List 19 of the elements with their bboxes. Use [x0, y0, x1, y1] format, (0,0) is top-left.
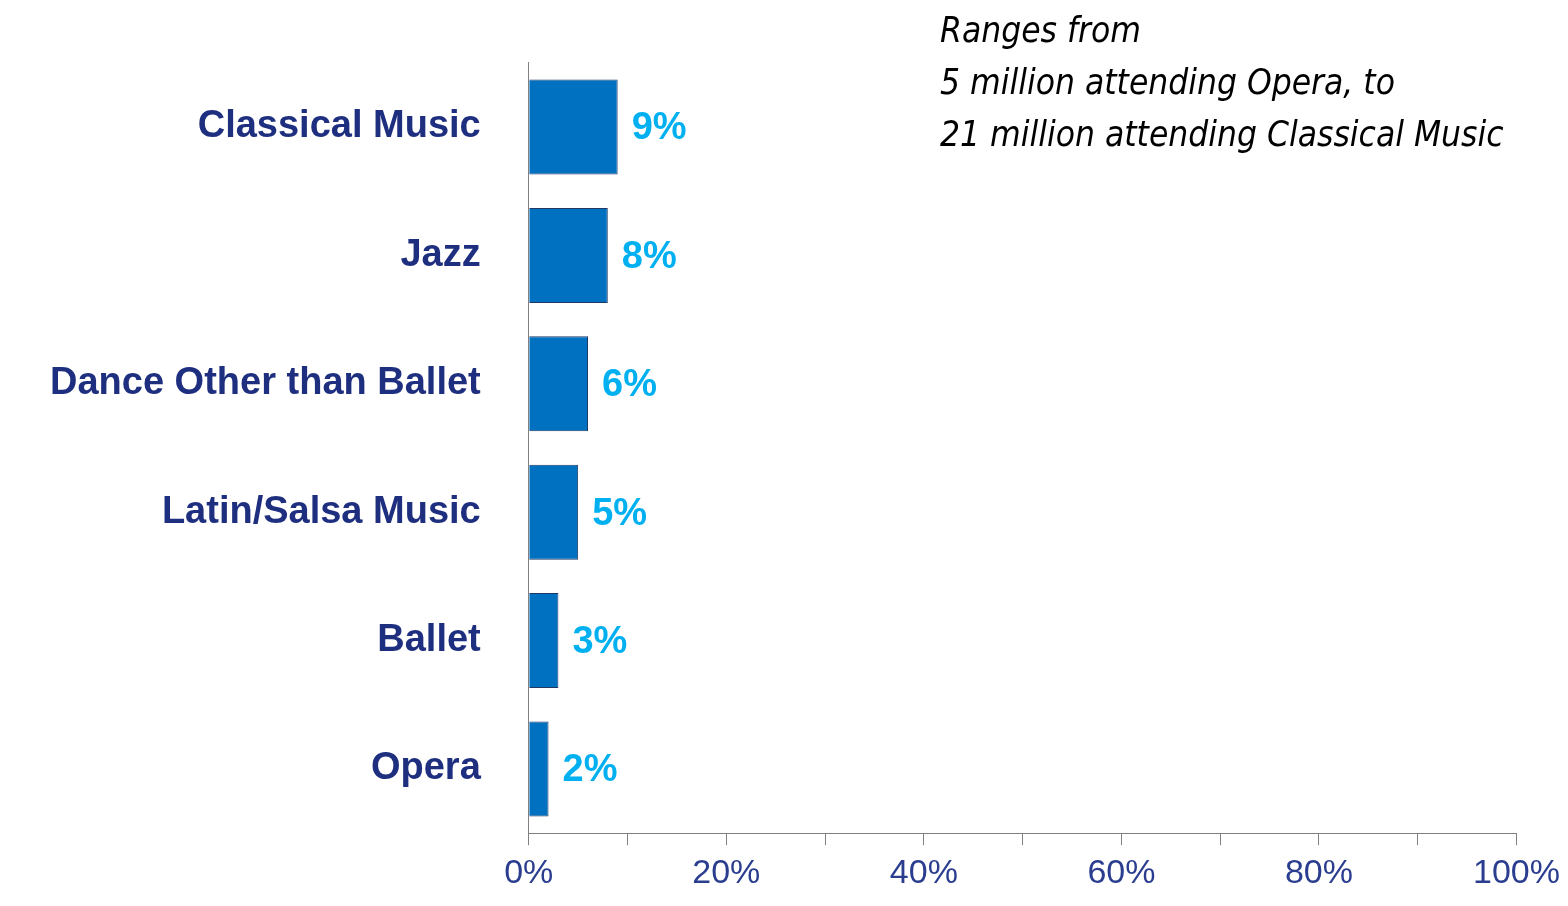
- x-tick-label: 0%: [504, 851, 554, 890]
- x-tick-label: 80%: [1284, 851, 1353, 890]
- x-tick-label: 20%: [692, 851, 761, 890]
- y-tick-label: Latin/Salsa Music: [161, 488, 481, 531]
- y-tick-label: Opera: [370, 745, 482, 788]
- x-tick-label: 100%: [1473, 851, 1560, 890]
- y-tick-label: Classical Music: [197, 103, 481, 146]
- x-tick-label: 60%: [1087, 851, 1156, 890]
- y-tick-label: Jazz: [400, 231, 481, 274]
- y-tick-label: Ballet: [377, 617, 482, 660]
- data-label: 5%: [592, 490, 648, 533]
- annotation: Ranges from 5 million attending Opera, to 21 million attending Classical Music: [940, 9, 1504, 156]
- y-tick-label: Dance Other than Ballet: [50, 360, 482, 403]
- data-label: 3%: [572, 619, 628, 662]
- data-label: 6%: [602, 362, 657, 405]
- data-label: 8%: [621, 233, 677, 276]
- data-label: 2%: [562, 747, 618, 790]
- data-label: 9%: [631, 105, 687, 148]
- x-tick-label: 40%: [889, 851, 958, 890]
